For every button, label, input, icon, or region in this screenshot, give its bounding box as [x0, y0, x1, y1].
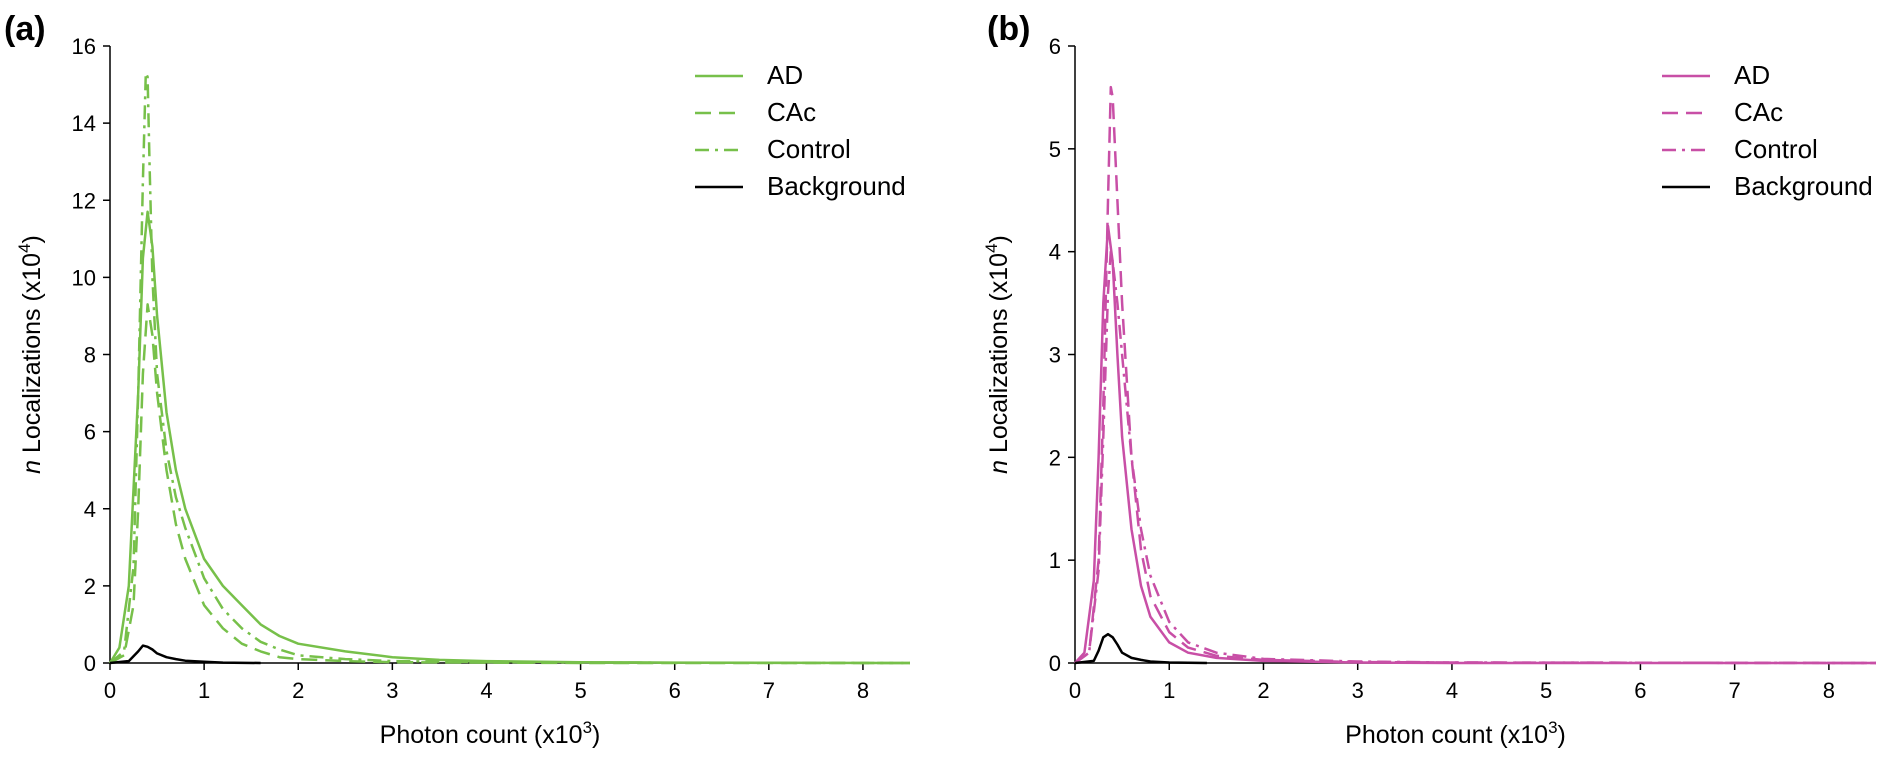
y-tick-label: 1 [1049, 548, 1061, 573]
legend-label-ad: AD [1734, 60, 1770, 90]
y-tick-label: 5 [1049, 137, 1061, 162]
x-tick-label: 2 [292, 678, 304, 703]
series-line-control [1074, 250, 1877, 665]
x-tick-label: 8 [1823, 678, 1835, 703]
x-axis-title: Photon count (x103) [1345, 718, 1566, 749]
x-tick-label: 1 [1163, 678, 1175, 703]
y-tick-label: 2 [1049, 445, 1061, 470]
y-tick-label: 8 [84, 343, 96, 368]
x-tick-label: 6 [669, 678, 681, 703]
legend-label-cac: CAc [767, 97, 816, 127]
y-tick-label: 6 [84, 420, 96, 445]
x-tick-label: 4 [480, 678, 492, 703]
x-tick-label: 0 [1069, 678, 1081, 703]
y-axis-title: n Localizations (x104) [15, 235, 46, 474]
x-tick-label: 3 [1352, 678, 1364, 703]
x-tick-label: 3 [386, 678, 398, 703]
x-axis-title: Photon count (x103) [380, 718, 601, 749]
legend-label-control: Control [1734, 134, 1818, 164]
x-tick-label: 8 [857, 678, 869, 703]
legend: AD CAc Control Background [1662, 60, 1873, 201]
x-tick-label: 7 [763, 678, 775, 703]
x-tick-label: 2 [1257, 678, 1269, 703]
panel-label: (b) [987, 10, 1030, 48]
y-tick-label: 10 [72, 265, 96, 290]
y-tick-label: 4 [1049, 240, 1061, 265]
series-line-ad [1074, 224, 1876, 665]
y-tick-label: 3 [1049, 343, 1061, 368]
legend-label-control: Control [767, 134, 851, 164]
x-tick-label: 7 [1729, 678, 1741, 703]
panel-label: (a) [4, 10, 46, 48]
legend-label-ad: AD [767, 60, 803, 90]
legend-label-background: Background [767, 171, 906, 201]
y-tick-label: 0 [84, 651, 96, 676]
x-tick-label: 5 [574, 678, 586, 703]
y-tick-label: 12 [72, 188, 96, 213]
legend-label-background: Background [1734, 171, 1873, 201]
chart-panel-b: (b) 0 1 2 3 4 5 6 0 1 2 3 4 5 6 7 8 Photon count (x103) n … [982, 10, 1877, 749]
y-tick-label: 6 [1049, 34, 1061, 59]
series-line-ad [108, 210, 911, 665]
x-tick-label: 1 [198, 678, 210, 703]
y-tick-label: 2 [84, 574, 96, 599]
y-axis-title: n Localizations (x104) [982, 235, 1013, 474]
x-tick-label: 0 [104, 678, 116, 703]
x-tick-label: 6 [1634, 678, 1646, 703]
x-tick-label: 4 [1446, 678, 1458, 703]
series-line-cac [109, 303, 910, 665]
series-line-background [109, 644, 261, 665]
y-tick-label: 4 [84, 497, 96, 522]
legend-label-cac: CAc [1734, 97, 1783, 127]
y-tick-label: 0 [1049, 651, 1061, 676]
y-tick-label: 14 [72, 111, 96, 136]
y-tick-label: 16 [72, 34, 96, 59]
x-tick-label: 5 [1540, 678, 1552, 703]
legend: AD CAc Control Background [695, 60, 906, 201]
series-line-background [1074, 632, 1207, 665]
